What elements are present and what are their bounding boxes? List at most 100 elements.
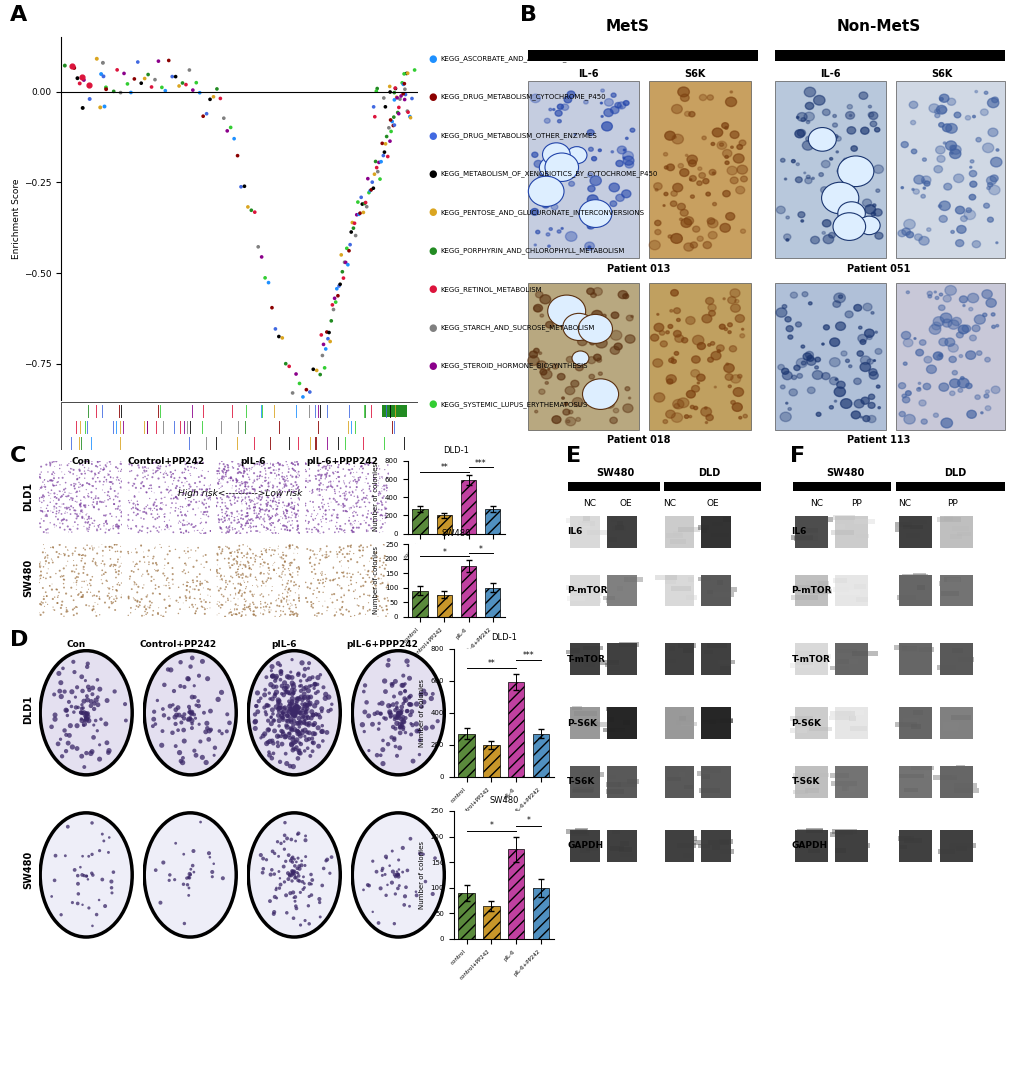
Point [285,500,302,517]
Point [237,545,254,562]
Circle shape [144,813,236,937]
Point [225,551,242,568]
Circle shape [995,324,998,327]
Bar [794,515,827,547]
Point [76,561,93,578]
Point [113,504,129,521]
Point [287,703,304,720]
Point [72,704,89,721]
Point [365,179,381,196]
Point [247,720,263,737]
Point [248,505,264,522]
Point [78,658,95,675]
Point [308,362,324,379]
Circle shape [775,206,785,213]
Point [37,472,53,489]
Point [232,464,249,481]
Point [266,712,282,729]
Point [139,460,155,477]
Point [262,492,278,509]
Point [246,517,262,535]
Point [178,498,195,515]
Point [299,707,315,724]
Point [223,557,239,574]
Point [196,477,212,494]
Circle shape [932,413,937,417]
Point [32,469,48,487]
Point [351,598,367,615]
Point [85,478,101,495]
Point [186,523,203,540]
Point [161,511,177,528]
Point [286,707,303,724]
Point [112,538,128,555]
Point [285,702,302,719]
Point [228,474,245,491]
Circle shape [675,335,683,343]
Point [342,223,359,240]
Bar [570,766,599,798]
Point [96,461,112,478]
Point [278,503,294,520]
Point [153,490,169,507]
Point [256,519,272,536]
Point [269,455,285,472]
Point [304,484,320,501]
Circle shape [953,174,963,182]
Point [223,505,239,522]
Point [125,475,142,492]
Point [41,487,57,504]
Point [377,683,393,700]
Point [148,862,164,879]
Bar [956,846,966,851]
Point [306,582,322,599]
Point [58,603,74,620]
Point [311,891,327,908]
Circle shape [662,419,667,424]
Circle shape [625,294,627,296]
Point [50,735,66,752]
Point [325,506,341,523]
Point [264,557,280,574]
Point [359,491,375,508]
Point [237,476,254,493]
Point [317,466,333,483]
Point [371,468,387,485]
Point [335,568,352,585]
Point [254,500,270,517]
Bar [893,646,907,650]
Point [189,478,205,495]
Point [222,604,238,621]
Point [371,483,387,500]
Point [169,489,185,506]
Circle shape [867,112,873,117]
Circle shape [528,176,564,207]
Point [40,503,56,520]
Point [211,722,227,739]
Point [232,519,249,536]
Point [108,563,124,580]
Point [299,524,315,541]
Point [192,590,208,607]
Point [370,500,386,517]
Circle shape [725,156,728,158]
Circle shape [913,175,923,184]
Point [281,481,298,498]
Point [40,473,56,490]
Point [344,468,361,485]
Bar [614,730,626,734]
Point [370,570,386,587]
Point [263,715,279,732]
Point [169,507,185,524]
Point [130,578,147,595]
Title: DLD-1: DLD-1 [490,634,517,642]
Point [372,520,388,537]
Point [238,500,255,517]
Point [186,605,203,622]
Point [267,672,283,689]
Bar [903,787,917,793]
Point [78,520,95,537]
Point [150,462,166,479]
Bar [412,591,428,617]
Point [236,481,253,498]
